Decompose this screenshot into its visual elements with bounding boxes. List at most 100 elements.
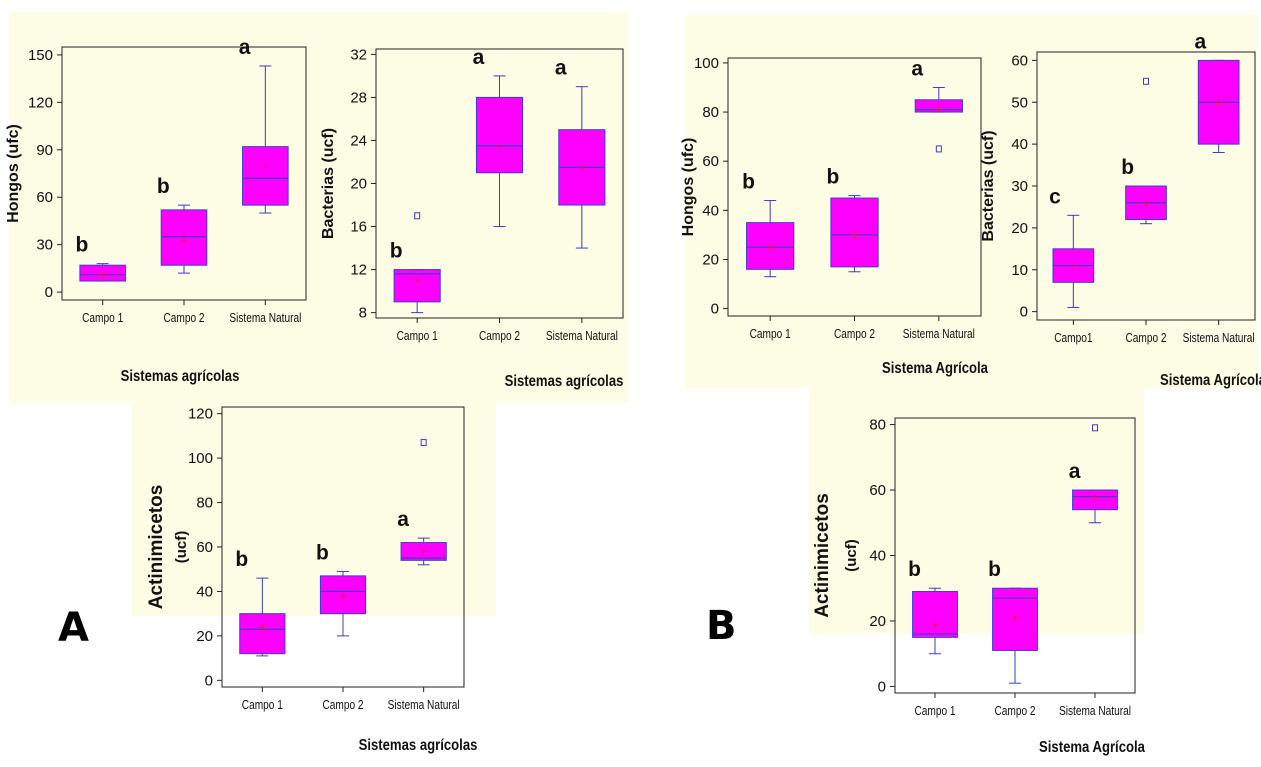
box-group: +b (316, 541, 367, 637)
box (1072, 489, 1118, 511)
x-axis-title: Sistema Agrícola (882, 360, 989, 377)
y-tick-label: 20 (869, 613, 886, 630)
box-group: +a (397, 439, 447, 566)
box (914, 99, 963, 113)
y-tick-label: 0 (1020, 304, 1028, 321)
y-axis-title: Actinimicetos (812, 493, 833, 618)
box-group: +b (1121, 77, 1167, 225)
y-tick-label: 0 (45, 284, 53, 301)
significance-letter: a (239, 36, 251, 59)
outlier-point (420, 439, 427, 447)
box-group: +b (826, 166, 879, 273)
y-tick-label: 80 (869, 417, 886, 434)
y-axis-title: Bacterias (ucf) (980, 130, 997, 241)
mean-marker: + (1215, 98, 1223, 108)
y-tick-label: 150 (28, 47, 53, 64)
x-axis-title: Sistema Agrícola (1160, 372, 1261, 389)
significance-letter: a (1194, 30, 1206, 53)
x-tick-label: Campo 1 (82, 311, 123, 325)
mean-marker: + (496, 142, 504, 152)
mean-marker: + (99, 271, 107, 281)
x-axis-title: Sistemas agrícolas (121, 368, 240, 385)
box-group: +a (473, 46, 524, 228)
y-tick-label: 80 (702, 104, 719, 121)
box (242, 146, 289, 206)
outlier-point (935, 145, 942, 153)
box-group: +a (1194, 30, 1240, 153)
y-axis-title: Hongos (ufc) (5, 124, 22, 223)
y-tick-label: 90 (36, 142, 53, 159)
x-tick-label: Sistema Natural (1059, 704, 1131, 718)
box-group: +b (742, 171, 795, 278)
x-tick-label: Campo1 (1054, 331, 1092, 345)
y-tick-label: 60 (702, 153, 719, 170)
x-tick-label: Sistema Natural (388, 698, 460, 712)
x-tick-label: Sistema Natural (546, 329, 618, 343)
mean-marker: + (1011, 614, 1019, 624)
y-tick-label: 120 (188, 406, 213, 423)
y-tick-label: 8 (359, 305, 367, 322)
box (746, 222, 795, 270)
outlier-point (1092, 424, 1098, 432)
box-group: +c (1049, 185, 1095, 308)
box (830, 197, 879, 268)
x-tick-label: Campo 2 (322, 698, 363, 712)
box (79, 264, 126, 282)
x-tick-label: Campo 1 (914, 704, 955, 718)
significance-letter: b (826, 166, 839, 189)
y-tick-label: 40 (869, 548, 886, 565)
significance-letter: b (235, 548, 248, 571)
significance-letter: a (473, 46, 485, 69)
x-tick-label: Campo 2 (163, 311, 204, 325)
mean-marker: + (578, 163, 586, 173)
x-tick-label: Campo 1 (397, 329, 438, 343)
y-axis-title-unit: (ucf) (173, 531, 190, 564)
significance-letter: a (555, 57, 567, 80)
mean-marker: + (413, 276, 421, 286)
mean-marker: + (262, 162, 270, 172)
y-tick-label: 16 (350, 219, 367, 236)
x-tick-label: Sistema Natural (1183, 331, 1255, 345)
mean-marker: + (1142, 199, 1150, 209)
x-tick-label: Sistema Natural (903, 327, 975, 341)
significance-letter: b (908, 558, 921, 581)
x-tick-label: Campo 2 (1125, 331, 1166, 345)
y-tick-label: 40 (1011, 136, 1028, 153)
y-tick-label: 20 (350, 176, 367, 193)
mean-marker: + (935, 106, 943, 116)
box-group: +a (555, 57, 606, 249)
outlier-point (1143, 77, 1149, 85)
y-tick-label: 60 (36, 189, 53, 206)
box (393, 269, 441, 303)
significance-letter: a (911, 57, 923, 80)
mean-marker: + (420, 547, 428, 557)
mean-marker: + (1091, 493, 1099, 503)
x-tick-label: Campo 2 (994, 704, 1035, 718)
y-tick-label: 20 (702, 251, 719, 268)
significance-letter: b (157, 175, 170, 198)
y-tick-label: 24 (350, 132, 367, 149)
box-group: +b (390, 212, 441, 314)
mean-marker: + (1070, 262, 1078, 272)
significance-letter: b (316, 541, 329, 564)
y-tick-label: 50 (1011, 94, 1028, 111)
box (319, 575, 367, 615)
y-tick-label: 100 (694, 55, 719, 72)
panel-label-b: B (706, 603, 737, 649)
plot-background-a-top (10, 12, 628, 402)
y-tick-label: 10 (1011, 262, 1028, 279)
x-tick-label: Sistema Natural (229, 311, 301, 325)
box-group: +b (908, 558, 958, 655)
plot-background-a-bottom (132, 400, 496, 616)
mean-marker: + (931, 620, 939, 630)
y-tick-label: 120 (28, 94, 53, 111)
y-tick-label: 0 (711, 301, 719, 318)
significance-letter: b (75, 234, 88, 257)
mean-marker: + (339, 592, 347, 602)
box-group: +b (157, 175, 208, 274)
mean-marker: + (766, 243, 774, 253)
